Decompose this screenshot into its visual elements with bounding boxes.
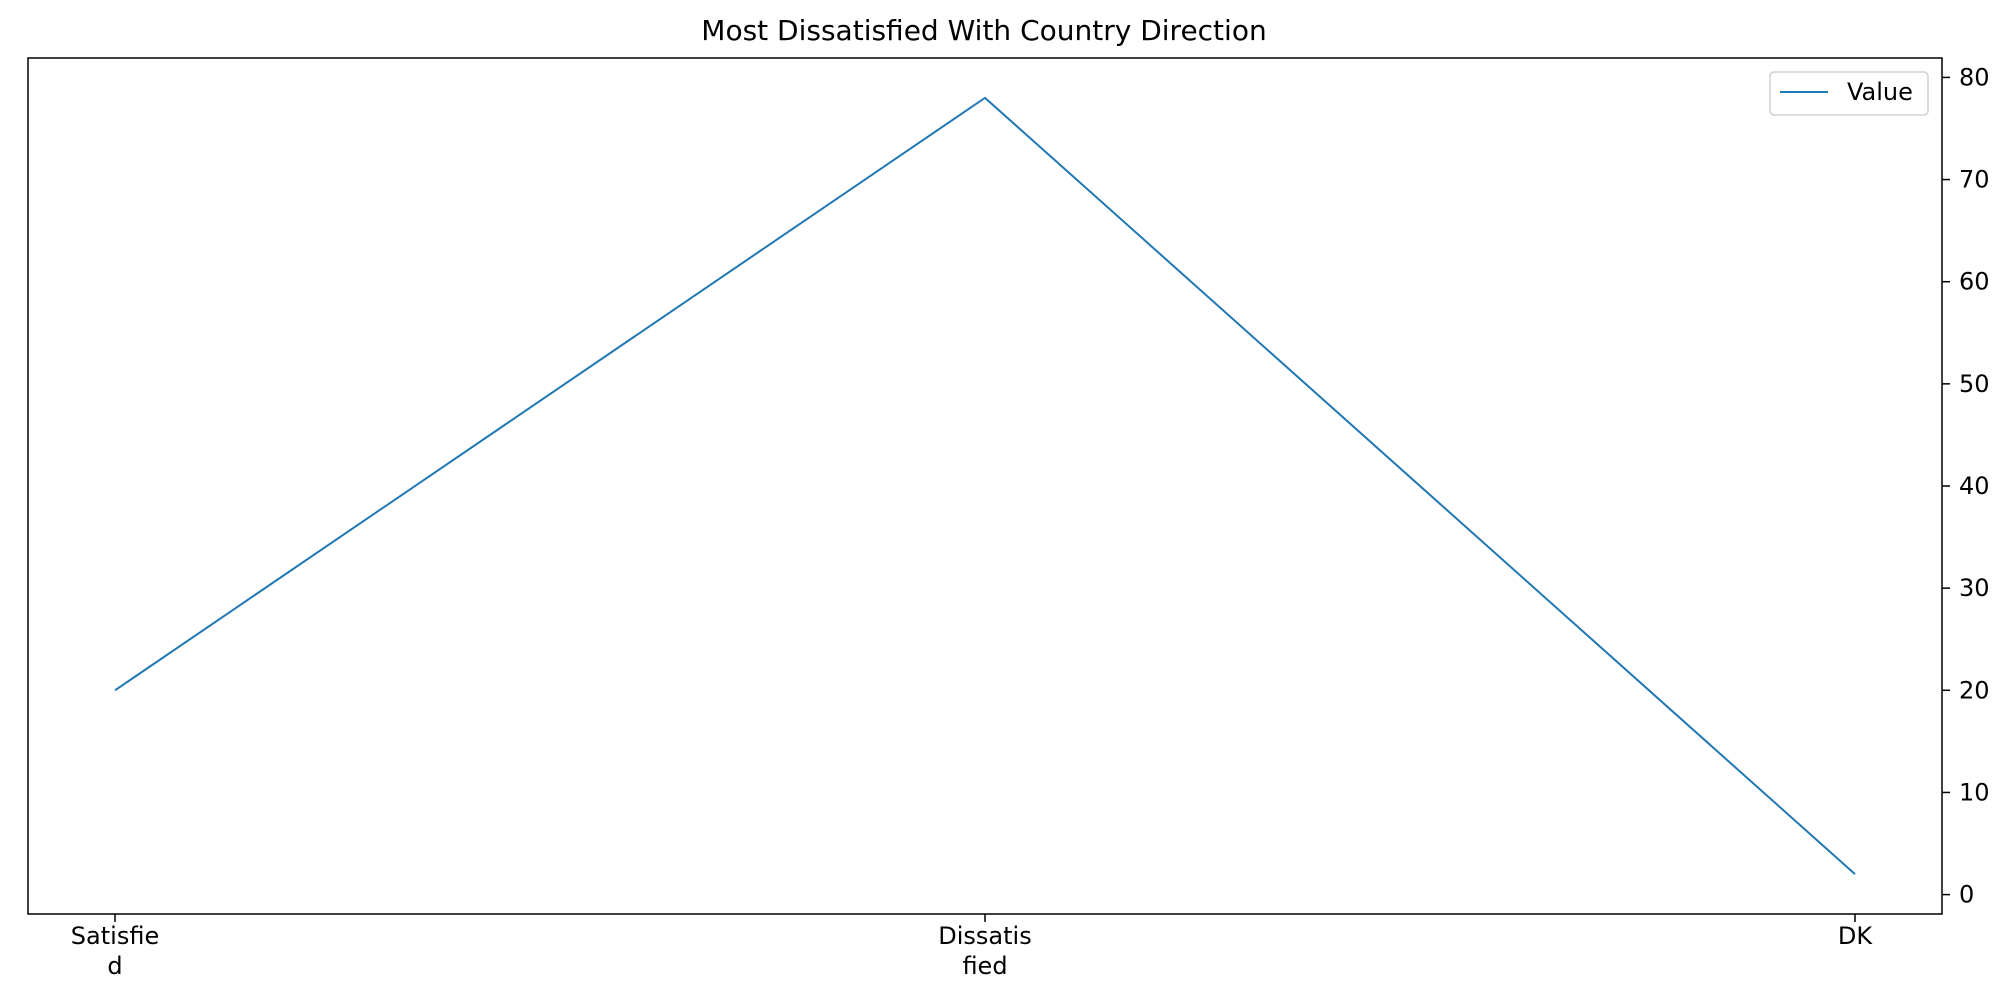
y-tick-label-0: 0 bbox=[1959, 881, 1974, 909]
y-tick-label-7: 70 bbox=[1959, 166, 1990, 194]
y-tick-label-2: 20 bbox=[1959, 676, 1990, 704]
x-tick-label-0-1: d bbox=[107, 952, 122, 980]
y-tick-label-5: 50 bbox=[1959, 370, 1990, 398]
y-axis-ticks: 0 10 20 30 40 50 60 70 80 bbox=[1942, 63, 1990, 909]
chart-title: Most Dissatisfied With Country Direction bbox=[701, 14, 1266, 47]
x-tick-label-1-0: Dissatis bbox=[938, 922, 1031, 950]
y-tick-label-1: 10 bbox=[1959, 778, 1990, 806]
x-tick-label-1-1: fied bbox=[962, 952, 1007, 980]
x-tick-label-0-0: Satisfie bbox=[71, 922, 159, 950]
y-tick-label-8: 80 bbox=[1959, 63, 1990, 91]
plot-frame bbox=[27, 57, 1943, 915]
legend-box bbox=[1769, 71, 1929, 116]
legend-label-value: Value bbox=[1847, 78, 1913, 106]
legend: Value bbox=[1769, 71, 1929, 116]
y-tick-label-3: 30 bbox=[1959, 574, 1990, 602]
x-tick-label-2-0: DK bbox=[1838, 922, 1873, 950]
y-tick-label-6: 60 bbox=[1959, 268, 1990, 296]
y-tick-label-4: 40 bbox=[1959, 472, 1990, 500]
series-layer bbox=[114, 96, 1856, 875]
series-line-0 bbox=[114, 96, 1856, 875]
